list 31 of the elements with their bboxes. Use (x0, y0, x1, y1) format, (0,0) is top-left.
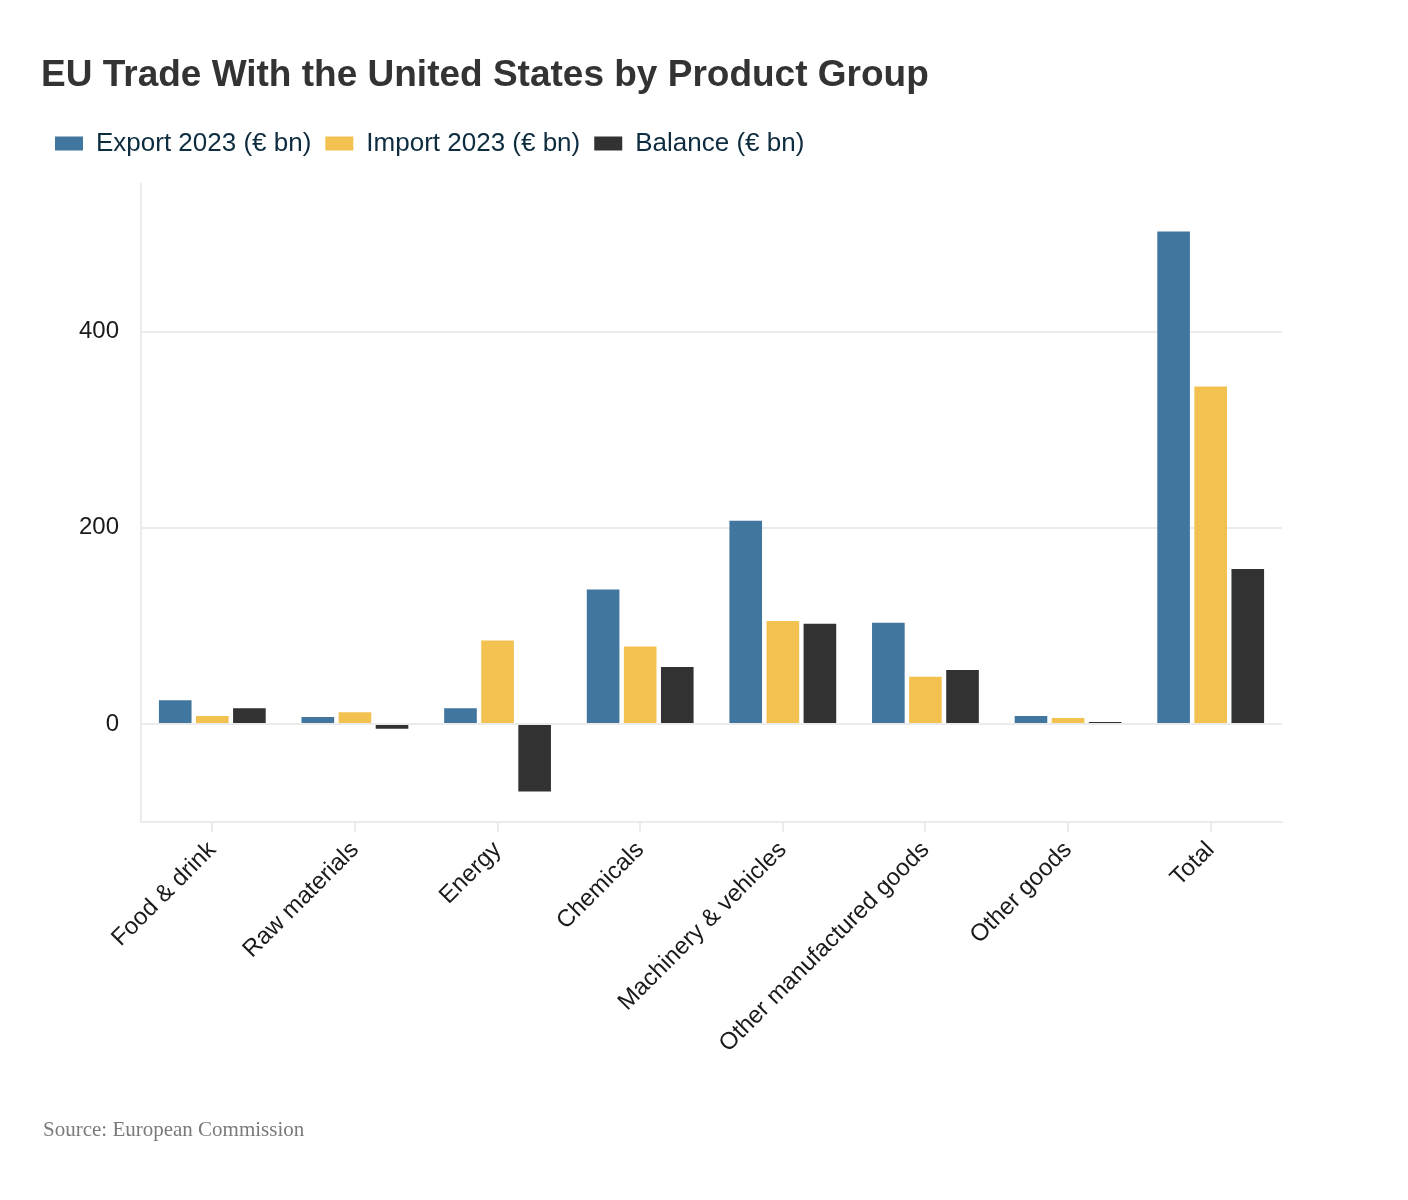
bar (375, 724, 409, 729)
bar (1157, 231, 1190, 723)
legend-label: Import 2023 (€ bn) (366, 126, 581, 157)
bar (729, 520, 763, 723)
bar (766, 620, 800, 723)
bar (1194, 386, 1227, 723)
bar (481, 640, 514, 723)
bar (946, 669, 979, 723)
chart-title: EU Trade With the United States by Product Group (41, 53, 929, 95)
bar (586, 589, 620, 723)
legend-label: Export 2023 (€ bn) (96, 126, 312, 157)
bar (518, 724, 551, 792)
bar (623, 646, 657, 723)
bar (1051, 718, 1085, 723)
bar (158, 700, 192, 723)
bar (196, 716, 229, 723)
bar (803, 623, 837, 723)
bar (1231, 568, 1265, 723)
bar (338, 712, 372, 723)
legend-label: Balance (€ bn) (635, 126, 805, 157)
y-tick-label: 200 (78, 512, 119, 540)
bar (1014, 716, 1048, 723)
bar (660, 667, 694, 723)
bar (909, 676, 942, 723)
bar (301, 717, 335, 723)
bar (444, 708, 477, 723)
y-tick-label: 0 (105, 708, 119, 736)
source-note: Source: European Commission (43, 1117, 305, 1141)
y-tick-label: 400 (78, 316, 119, 344)
bar (872, 622, 905, 723)
bar (233, 708, 266, 723)
